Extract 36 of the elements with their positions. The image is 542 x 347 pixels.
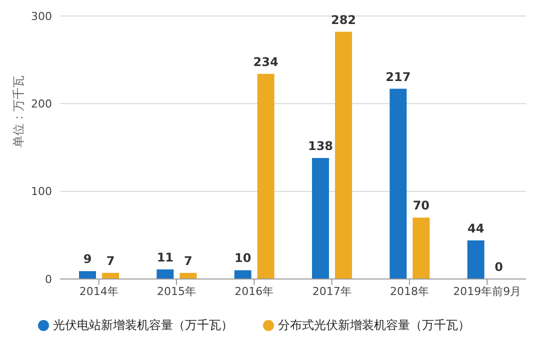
- x-tick-label: 2014年: [79, 284, 118, 298]
- x-tick-label: 2018年: [390, 284, 429, 298]
- y-tick-label: 300: [31, 10, 52, 23]
- x-tick-label: 2017年: [312, 284, 352, 298]
- data-label: 138: [308, 139, 334, 154]
- data-label: 217: [386, 70, 411, 84]
- x-tick-label: 2015年: [157, 284, 196, 298]
- y-axis-title: 单位：万千瓦: [11, 76, 26, 148]
- x-tick-label: 2016年: [234, 284, 274, 298]
- legend-label: 光伏电站新增装机容量（万千瓦）: [53, 318, 233, 332]
- bar: [467, 240, 484, 279]
- bar: [335, 32, 352, 279]
- bar: [180, 272, 197, 279]
- data-label: 70: [412, 198, 430, 213]
- y-tick-label: 0: [45, 272, 52, 286]
- bar: [156, 269, 174, 279]
- y-tick-label: 100: [31, 185, 52, 198]
- bar: [390, 88, 407, 279]
- data-label: 282: [330, 12, 356, 27]
- data-label: 234: [253, 54, 278, 69]
- data-label: 7: [184, 254, 192, 268]
- bar: [102, 272, 119, 279]
- bar: [257, 74, 274, 279]
- data-label: 44: [467, 221, 484, 236]
- data-label: 9: [83, 252, 92, 266]
- data-label: 0: [494, 260, 504, 274]
- bar: [79, 271, 96, 279]
- bar: [412, 218, 430, 279]
- data-label: 10: [234, 251, 252, 266]
- bar: [312, 158, 329, 279]
- x-tick-label: 2019年前9月: [453, 284, 522, 298]
- data-label: 7: [106, 254, 115, 268]
- bar: [234, 270, 252, 279]
- y-tick-label: 200: [31, 98, 52, 111]
- legend-label: 分布式光伏新增装机容量（万千瓦）: [278, 318, 470, 332]
- data-label: 11: [156, 250, 174, 264]
